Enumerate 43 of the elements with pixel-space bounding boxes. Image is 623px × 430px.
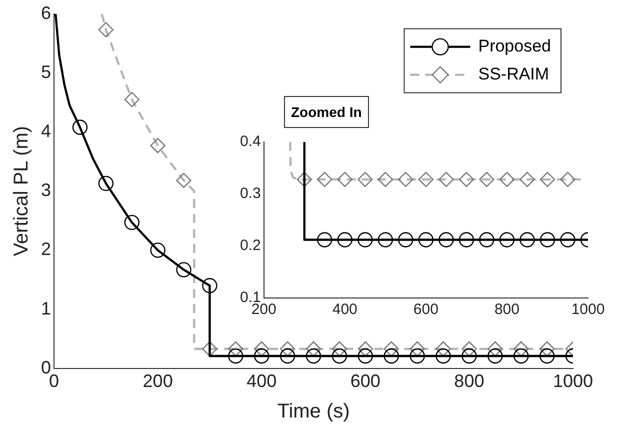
x-tick-label: 800 bbox=[454, 371, 484, 392]
point bbox=[72, 120, 88, 135]
point bbox=[410, 348, 425, 364]
point bbox=[150, 242, 166, 258]
point bbox=[462, 348, 477, 364]
y-tick-label: 6 bbox=[40, 2, 52, 23]
point bbox=[202, 278, 218, 294]
point bbox=[488, 348, 503, 364]
x-tick-label: 400 bbox=[246, 371, 277, 392]
chart-title: Zoomed In bbox=[284, 96, 369, 128]
point bbox=[124, 214, 140, 230]
point bbox=[280, 348, 296, 364]
point bbox=[539, 348, 555, 364]
point bbox=[514, 348, 529, 364]
x-tick-label: 600 bbox=[413, 301, 438, 318]
point bbox=[384, 348, 399, 364]
y-tick-label: 0.4 bbox=[240, 133, 261, 150]
x-axis-title: Time (s) bbox=[277, 400, 350, 423]
y-tick-label: 1 bbox=[40, 298, 52, 318]
x-tick-label: 400 bbox=[332, 301, 358, 318]
y-tick-label: 0.2 bbox=[240, 237, 261, 254]
x-tick-label: 200 bbox=[142, 371, 173, 392]
point bbox=[176, 262, 192, 278]
y-tick-label: 3 bbox=[40, 180, 52, 200]
point bbox=[306, 348, 322, 364]
point bbox=[358, 348, 374, 364]
x-tick-label: 1000 bbox=[571, 301, 605, 318]
y-tick-label: 0 bbox=[40, 357, 52, 378]
point bbox=[228, 348, 244, 364]
y-tick-label: 2 bbox=[40, 239, 52, 260]
point bbox=[332, 348, 348, 364]
y-axis-title: Vertical PL (m) bbox=[10, 126, 33, 256]
point bbox=[436, 348, 451, 364]
x-tick-label: 600 bbox=[350, 371, 380, 392]
point bbox=[98, 176, 114, 192]
legend-label: Proposed bbox=[478, 36, 552, 56]
y-tick-label: 4 bbox=[40, 120, 52, 141]
x-tick-label: 800 bbox=[494, 301, 520, 318]
y-tick-label: 5 bbox=[40, 62, 52, 82]
y-tick-label: 0.3 bbox=[240, 185, 261, 202]
point bbox=[254, 348, 270, 364]
x-tick-label: 1000 bbox=[552, 371, 594, 392]
legend-label: SS-RAIM bbox=[478, 64, 550, 84]
